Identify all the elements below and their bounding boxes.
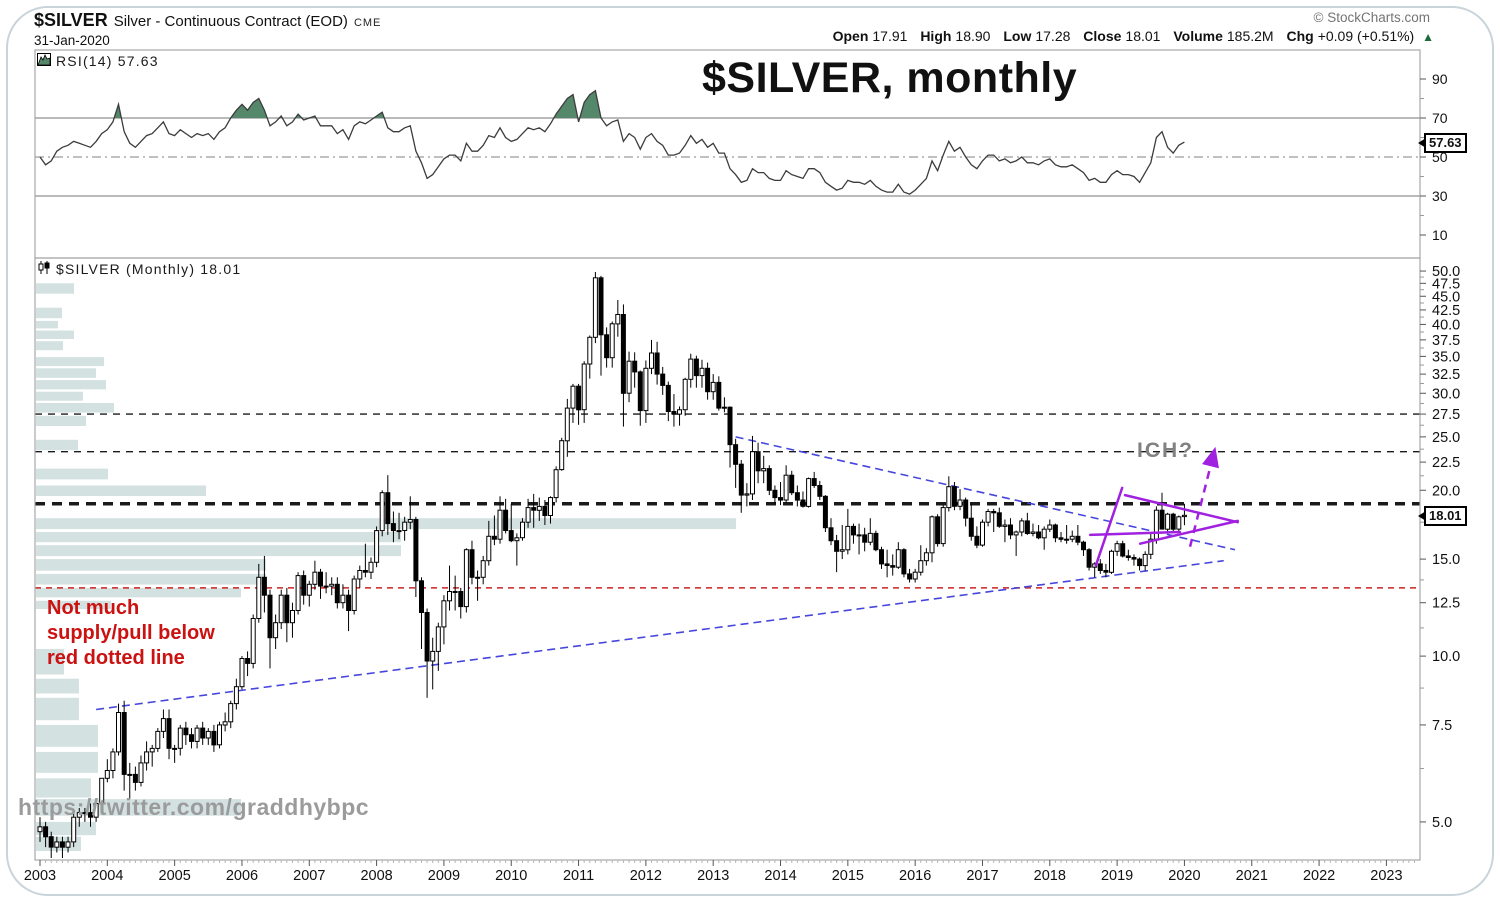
rsi-value-tag: 57.63 (1418, 133, 1467, 154)
supply-note-annotation: Not much supply/pull below red dotted li… (47, 597, 215, 669)
chg-value: +0.09 (+0.51%) (1317, 28, 1415, 44)
svg-text:7.5: 7.5 (1432, 718, 1452, 734)
svg-text:40.0: 40.0 (1432, 317, 1460, 333)
twitter-watermark: https://twitter.com/graddhybpc (18, 794, 370, 820)
svg-text:25.0: 25.0 (1432, 430, 1460, 446)
chart-title: $SILVER, monthly (702, 54, 1078, 102)
svg-text:2018: 2018 (1034, 868, 1066, 884)
svg-text:35.0: 35.0 (1432, 349, 1460, 365)
svg-text:5.0: 5.0 (1432, 815, 1452, 831)
copyright: © StockCharts.com (1313, 10, 1430, 25)
svg-text:15.0: 15.0 (1432, 552, 1460, 568)
svg-text:20.0: 20.0 (1432, 483, 1460, 499)
svg-text:37.5: 37.5 (1432, 333, 1460, 349)
low-value: 17.28 (1035, 28, 1071, 44)
price-panel (35, 272, 1420, 858)
quote-row: Open 17.91 High 18.90 Low 17.28 Close 18.01 … (824, 28, 1434, 44)
svg-text:2003: 2003 (24, 868, 56, 884)
svg-text:42.5: 42.5 (1432, 303, 1460, 319)
symbol: $SILVER (34, 10, 108, 30)
exchange: CME (353, 17, 382, 29)
svg-text:2004: 2004 (91, 868, 123, 884)
svg-text:12.5: 12.5 (1432, 596, 1460, 612)
svg-text:2022: 2022 (1303, 868, 1335, 884)
close-value: 18.01 (1125, 28, 1161, 44)
volume-label: Volume (1173, 28, 1223, 44)
svg-text:2010: 2010 (495, 868, 527, 884)
svg-text:10: 10 (1432, 227, 1448, 243)
candlestick-icon (37, 261, 51, 276)
svg-text:2011: 2011 (563, 868, 594, 884)
ich-annotation: ICH? (1137, 439, 1194, 462)
svg-text:30.0: 30.0 (1432, 386, 1460, 402)
close-label: Close (1083, 28, 1122, 44)
svg-text:50.0: 50.0 (1432, 264, 1460, 280)
symbol-description: Silver - Continuous Contract (EOD) (113, 13, 348, 30)
svg-text:30: 30 (1432, 188, 1448, 204)
high-value: 18.90 (955, 28, 991, 44)
rsi-panel (35, 89, 1420, 197)
chart-date: 31-Jan-2020 (34, 33, 110, 48)
svg-text:2005: 2005 (159, 868, 191, 884)
svg-text:2013: 2013 (697, 868, 729, 884)
svg-text:2007: 2007 (293, 868, 325, 884)
svg-text:2021: 2021 (1236, 868, 1268, 884)
svg-text:2009: 2009 (428, 868, 460, 884)
svg-text:2019: 2019 (1101, 868, 1133, 884)
svg-text:90: 90 (1432, 71, 1448, 87)
chg-up-icon: ▲ (1422, 30, 1434, 44)
high-label: High (920, 28, 952, 44)
open-value: 17.91 (872, 28, 908, 44)
svg-text:2006: 2006 (226, 868, 258, 884)
rsi-label: RSI(14) 57.63 (37, 53, 159, 69)
svg-text:2014: 2014 (764, 868, 796, 884)
svg-text:45.0: 45.0 (1432, 289, 1460, 305)
svg-text:70: 70 (1432, 110, 1448, 126)
svg-text:2008: 2008 (360, 868, 392, 884)
rsi-label-text: RSI(14) 57.63 (56, 53, 159, 69)
svg-text:10.0: 10.0 (1432, 649, 1460, 665)
svg-text:47.5: 47.5 (1432, 276, 1460, 292)
volume-value: 185.2M (1226, 28, 1274, 44)
price-panel-label-text: $SILVER (Monthly) 18.01 (56, 261, 242, 277)
open-label: Open (832, 28, 869, 44)
svg-text:2020: 2020 (1168, 868, 1200, 884)
svg-text:2017: 2017 (966, 868, 998, 884)
svg-text:2012: 2012 (630, 868, 662, 884)
axes: 907050301050.047.545.042.540.037.535.032… (24, 49, 1460, 884)
svg-text:2016: 2016 (899, 868, 931, 884)
rsi-indicator-icon (37, 53, 51, 68)
svg-text:32.5: 32.5 (1432, 367, 1460, 383)
svg-text:2023: 2023 (1370, 868, 1402, 884)
svg-text:22.5: 22.5 (1432, 455, 1460, 471)
chart-header: $SILVER Silver - Continuous Contract (EOD… (34, 10, 381, 31)
svg-text:2015: 2015 (832, 868, 864, 884)
last-price-tag: 18.01 (1418, 506, 1467, 527)
price-panel-label: $SILVER (Monthly) 18.01 (37, 261, 241, 277)
chg-label: Chg (1286, 28, 1314, 44)
low-label: Low (1003, 28, 1032, 44)
svg-text:27.5: 27.5 (1432, 407, 1460, 423)
